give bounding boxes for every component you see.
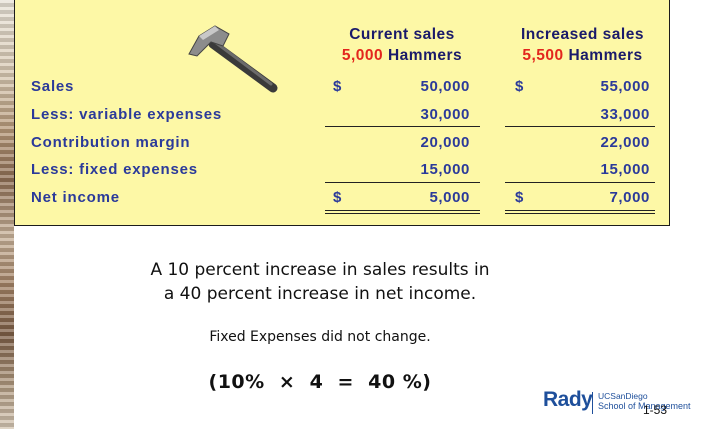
row-label-variable-expenses: Less: variable expenses (31, 106, 223, 123)
formula-text: (10% × 4 = 40 %) (208, 371, 432, 393)
value-cm-increased: 22,000 (600, 134, 650, 151)
header-increased-title: Increased sales (521, 26, 644, 43)
row-label-sales: Sales (31, 78, 75, 95)
rady-logo: Rady UCSanDiego School of Management (543, 388, 691, 418)
value-fixed-increased: 15,000 (600, 161, 650, 178)
value-variable-current: 30,000 (420, 106, 470, 123)
header-current-title: Current sales (349, 26, 455, 43)
row-label-fixed-expenses: Less: fixed expenses (31, 161, 198, 178)
dollar-sign: $ (333, 189, 342, 206)
building-photo-strip (0, 0, 14, 429)
double-underline (325, 213, 480, 214)
row-label-contribution-margin: Contribution margin (31, 134, 191, 151)
double-underline (505, 213, 655, 214)
header-current-unit: Hammers (387, 47, 463, 64)
logo-university: UCSanDiego (598, 391, 648, 401)
dollar-sign: $ (333, 78, 342, 95)
logo-rady-text: Rady (543, 388, 593, 411)
dollar-sign: $ (515, 189, 524, 206)
logo-school: School of Management (598, 401, 691, 411)
double-underline (505, 210, 655, 211)
value-sales-current: 50,000 (420, 78, 470, 95)
header-increased-qty: 5,500 (522, 47, 564, 64)
underline (325, 126, 480, 127)
underline (505, 126, 655, 127)
row-label-net-income: Net income (31, 189, 120, 206)
explanation-line-1: A 10 percent increase in sales results i… (150, 260, 490, 280)
hammer-icon (188, 25, 278, 93)
value-cm-current: 20,000 (420, 134, 470, 151)
value-sales-increased: 55,000 (600, 78, 650, 95)
explanation-text: A 10 percent increase in sales results i… (60, 258, 580, 306)
underline (505, 182, 655, 183)
slide-number: 1-53 (643, 403, 668, 417)
header-increased: Increased sales 5,500 Hammers (505, 26, 660, 65)
value-ni-current: 5,000 (429, 189, 470, 206)
logo-divider (592, 392, 593, 414)
explanation-line-2: a 40 percent increase in net income. (163, 284, 477, 304)
value-fixed-current: 15,000 (420, 161, 470, 178)
value-variable-increased: 33,000 (600, 106, 650, 123)
dollar-sign: $ (515, 78, 524, 95)
income-statement-panel: Current sales 5,000 Hammers Increased sa… (14, 0, 670, 226)
value-ni-increased: 7,000 (609, 189, 650, 206)
double-underline (325, 210, 480, 211)
fixed-expenses-note: Fixed Expenses did not change. (209, 329, 431, 345)
header-current: Current sales 5,000 Hammers (327, 26, 477, 65)
header-increased-unit: Hammers (568, 47, 643, 64)
underline (325, 182, 480, 183)
header-current-qty: 5,000 (341, 47, 384, 64)
